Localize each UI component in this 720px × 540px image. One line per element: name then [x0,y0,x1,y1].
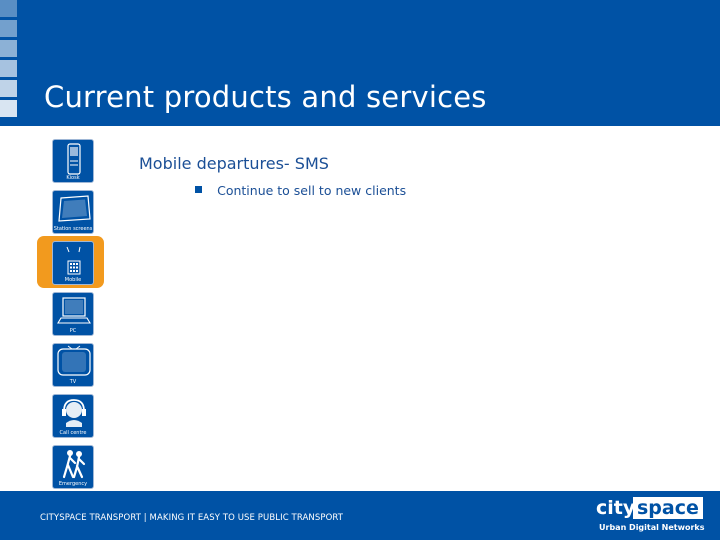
bullet-text: Continue to sell to new clients [217,183,407,198]
sidebar-item-label: Station screens [53,226,93,232]
page-title: Current products and services [44,80,487,114]
tv-icon [57,345,91,376]
sidebar-item-label: Mobile [64,277,82,283]
sidebar-item-label: Kiosk [66,175,80,181]
footer-tagline: CITYSPACE TRANSPORT | MAKING IT EASY TO … [40,513,344,523]
sidebar-item-label: PC [69,328,77,334]
pc-laptop-icon [57,297,91,324]
sidebar-item-mobile[interactable]: Mobile [52,241,94,285]
headset-icon [62,399,86,427]
bullet-square-icon [195,186,202,193]
sidebar-item-call-centre[interactable]: Call centre [52,394,94,438]
sidebar-item-label: TV [69,379,77,385]
sidebar-item-station-screens[interactable]: Station screens [52,190,94,234]
sidebar-item-emergency[interactable]: Emergency [52,445,94,489]
station-screen-icon [58,195,91,222]
logo-tagline: Urban Digital Networks [599,523,705,532]
sidebar-item-tv[interactable]: TV [52,343,94,387]
sidebar-item-label: Call centre [59,430,87,436]
sidebar-item-pc[interactable]: PC [52,292,94,336]
logo-word-space: space [633,497,703,519]
kiosk-icon [67,143,81,175]
sidebar-item-kiosk[interactable]: Kiosk [52,139,94,183]
slide-footer: CITYSPACE TRANSPORT | MAKING IT EASY TO … [0,491,720,540]
logo-word-city: city [596,497,636,519]
mobile-phone-icon [66,246,81,275]
sidebar-item-label: Emergency [58,481,88,487]
slide-header: Current products and services [0,0,720,126]
cityspace-logo: city space Urban Digital Networks [596,497,705,537]
header-decoration [0,0,20,126]
bullet-item: Continue to sell to new clients [195,180,406,199]
content-heading: Mobile departures- SMS [139,154,329,173]
people-walking-icon [62,450,86,479]
